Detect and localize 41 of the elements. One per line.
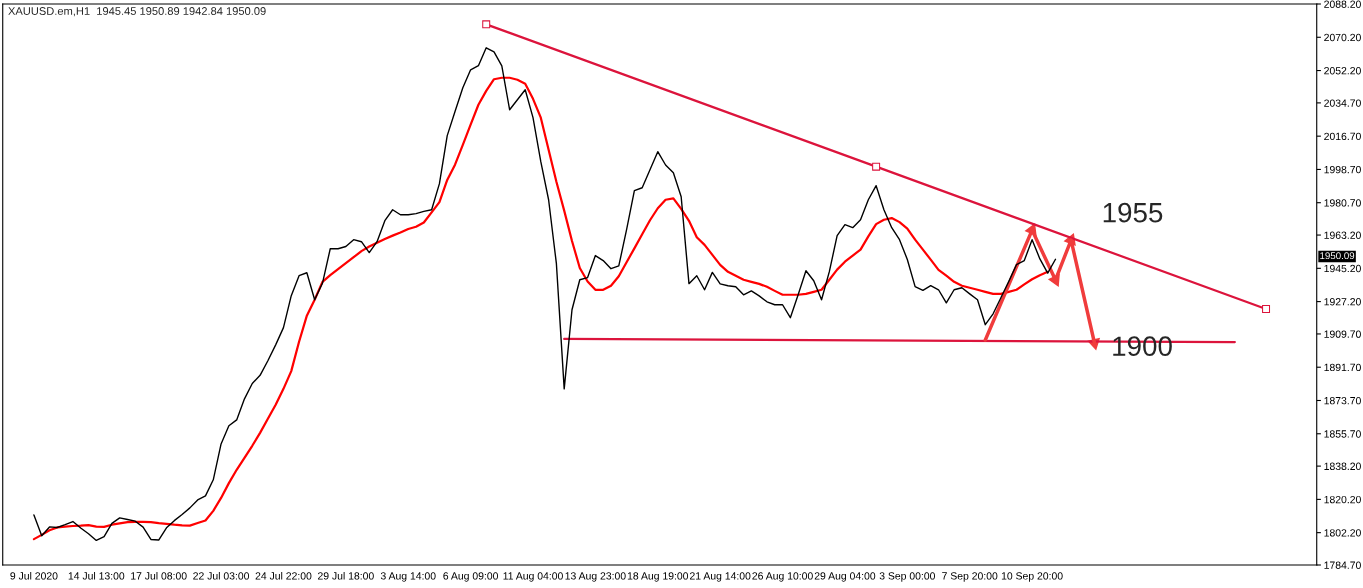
x-tick-label: 29 Jul 18:00 (318, 571, 374, 580)
x-tick-label: 26 Aug 10:00 (752, 572, 813, 582)
y-tick-label: 1927.20 (1324, 298, 1361, 306)
y-tick-label: 2016.70 (1324, 132, 1361, 141)
x-tick-label: 22 Jul 03:00 (193, 571, 250, 580)
x-tick-label: 7 Sep 20:00 (942, 572, 998, 582)
text: 1950.09 (1320, 252, 1355, 260)
y-tick-label: 2052.20 (1324, 67, 1361, 75)
x-tick-label: 14 Jul 13:00 (68, 571, 125, 580)
x-tick-label: 9 Jul 2020 (10, 571, 58, 580)
y-tick-label: 1891.70 (1324, 363, 1361, 372)
y-tick-label: 2034.70 (1324, 99, 1361, 107)
x-tick-label: 11 Aug 04:00 (503, 572, 563, 582)
x-tick-label: 10 Sep 20:00 (1001, 572, 1063, 582)
x-tick-label: 13 Aug 23:00 (565, 572, 626, 582)
y-tick-label: 1838.20 (1324, 462, 1361, 470)
y-tick-label: 1945.20 (1324, 264, 1361, 273)
x-tick-label: 18 Aug 19:00 (627, 572, 689, 582)
point (482, 20, 491, 29)
x-tick-label: 24 Jul 22:00 (255, 571, 312, 580)
y-tick-label: 1963.20 (1324, 231, 1361, 239)
x-tick-label: 21 Aug 14:00 (689, 572, 751, 582)
y-tick-label: 1802.20 (1324, 529, 1361, 537)
y-tick-label: 1980.70 (1324, 199, 1361, 207)
x-tick-label: 29 Aug 04:00 (814, 572, 876, 582)
point (1262, 305, 1271, 313)
x-tick-label: 3 Sep 00:00 (879, 572, 936, 582)
y-tick-label: 2088.20 (1324, 0, 1361, 8)
y-tick-label: 1873.70 (1324, 396, 1361, 405)
annotation: 1955 (1103, 202, 1163, 223)
y-tick-label: 1998.70 (1324, 165, 1361, 174)
y-tick-label: 1820.20 (1324, 495, 1361, 504)
y-tick-label: 1909.70 (1324, 330, 1361, 338)
x-tick-label: 17 Jul 08:00 (131, 571, 187, 580)
y-tick-label: 2070.20 (1324, 33, 1361, 42)
y-tick-label: 1855.70 (1324, 430, 1361, 438)
x-tick-label: 6 Aug 09:00 (443, 572, 499, 582)
chart-title: XAUUSD.em,H1 1945.45 1950.89 1942.84 1950.09 (8, 7, 266, 17)
point (872, 162, 881, 171)
x-tick-label: 3 Aug 14:00 (380, 572, 436, 582)
y-tick-label: 1784.70 (1324, 561, 1361, 569)
